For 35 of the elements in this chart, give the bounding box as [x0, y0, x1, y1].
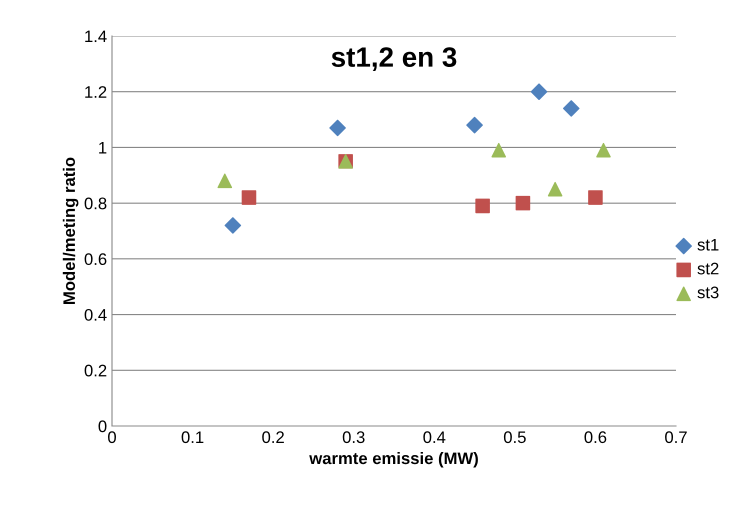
- y-tick-label: 0.6: [84, 253, 106, 266]
- y-tick-label: 0.2: [84, 364, 106, 376]
- y-tick-label: 0.8: [84, 198, 106, 210]
- y-tick-label: 0: [98, 420, 106, 432]
- point: [224, 217, 242, 234]
- point: [596, 142, 611, 158]
- point: [562, 100, 580, 117]
- x-tick-label: 0.3: [342, 431, 365, 444]
- x-tick-label: 0.5: [504, 431, 526, 444]
- point: [516, 196, 530, 210]
- legend-label: st2: [697, 262, 718, 274]
- chart-title: st1,2 en 3: [332, 47, 456, 71]
- legend-label: st1: [697, 238, 718, 251]
- y-axis-title: Model/meting ratio: [62, 158, 78, 304]
- point: [530, 83, 548, 100]
- x-tick-label: 0: [108, 431, 116, 444]
- point: [329, 120, 346, 136]
- x-axis-title: warmte emissie (MW): [309, 452, 478, 468]
- x-tick-label: 0.4: [423, 431, 446, 444]
- point: [242, 190, 256, 205]
- point: [218, 174, 232, 188]
- x-tick-label: 0.6: [584, 431, 606, 444]
- point: [491, 142, 506, 158]
- y-tick-label: 1.4: [85, 30, 107, 42]
- point: [466, 116, 483, 134]
- y-tick-label: 1: [99, 142, 106, 154]
- y-tick-label: 1.2: [85, 86, 106, 98]
- point: [588, 190, 603, 205]
- legend-label: st3: [697, 286, 719, 298]
- y-tick-label: 0.4: [84, 308, 107, 321]
- x-tick-label: 0.2: [262, 431, 284, 444]
- x-tick-label: 0.7: [665, 431, 687, 444]
- x-tick-label: 0.1: [182, 431, 204, 444]
- point: [548, 182, 562, 196]
- point: [475, 198, 490, 214]
